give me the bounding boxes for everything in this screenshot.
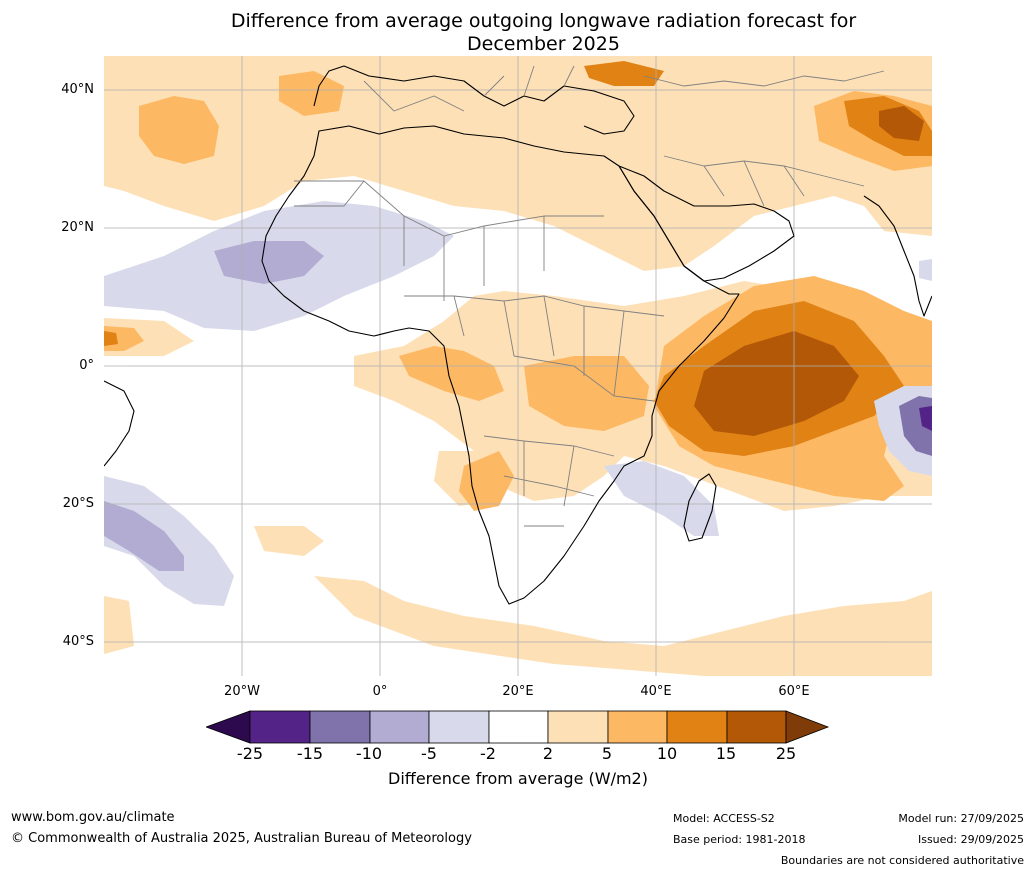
colorbar-tick: -25 <box>236 744 264 763</box>
lon-label-60e: 60°E <box>778 684 810 699</box>
anomaly-region-patch-light-orange <box>254 526 324 556</box>
anomaly-region-south-atlantic-purple <box>104 501 184 571</box>
colorbar-arrow-above <box>785 710 830 744</box>
anomaly-region-mideast-darkest-orange <box>879 106 924 141</box>
colorbar-bin-1 <box>249 710 311 744</box>
colorbar-tick: 5 <box>601 744 613 763</box>
footer-model-run: Model run: 27/09/2025 <box>898 812 1024 825</box>
olr-anomaly-map <box>104 56 932 676</box>
coastline-africa <box>261 125 740 605</box>
graticule <box>104 56 932 676</box>
anomaly-region-sw-light-orange <box>104 596 134 654</box>
anomaly-region-europe-dark-orange <box>584 61 664 86</box>
colorbar-tick: -5 <box>421 744 437 763</box>
colorbar-bin-5 <box>488 710 549 744</box>
map-title-line2: December 2025 <box>467 33 620 55</box>
anomaly-region-southern-africa-medium-orange <box>459 451 514 511</box>
colorbar-bin-6 <box>547 710 609 744</box>
map-svg <box>104 56 932 676</box>
anomaly-field <box>104 56 932 676</box>
country-borders <box>294 65 885 527</box>
lon-label-20e: 20°E <box>502 684 534 699</box>
colorbar-bin-2 <box>309 710 371 744</box>
colorbar-tick: -15 <box>296 744 324 763</box>
anomaly-region-indian-ocean-darkest-orange <box>694 331 859 436</box>
colorbar-bin-9 <box>726 710 787 744</box>
anomaly-region-central-africa-medium-orange <box>524 356 649 431</box>
border-lines-southern-africa <box>483 435 615 527</box>
lon-label-20w: 20°W <box>224 684 260 699</box>
map-title-line1: Difference from average outgoing longwav… <box>230 10 857 32</box>
colorbar-tick: 2 <box>542 744 554 763</box>
footer-website: www.bom.gov.au/climate <box>11 810 175 825</box>
colorbar-bin-4 <box>428 710 490 744</box>
colorbar-tick: 10 <box>656 744 678 763</box>
footer-base-period: Base period: 1981-2018 <box>673 833 806 846</box>
anomaly-region-south-light-orange <box>314 576 932 676</box>
footer-issued: Issued: 29/09/2025 <box>917 833 1024 846</box>
footer-disclaimer: Boundaries are not considered authoritat… <box>780 854 1024 867</box>
coastlines <box>104 65 932 605</box>
border-lines-europe <box>363 65 575 112</box>
colorbar-arrow-below <box>206 710 251 744</box>
anomaly-region-europe-medium-orange <box>279 71 344 116</box>
border-lines-mideast <box>643 70 885 207</box>
colorbar-title: Difference from average (W/m2) <box>388 769 648 788</box>
colorbar-tick: 25 <box>775 744 797 763</box>
anomaly-region-madagascar-light-purple <box>604 461 719 536</box>
lat-label-20n: 20°N <box>61 220 94 235</box>
lat-label-40s: 40°S <box>62 634 94 649</box>
coastline-india <box>863 195 932 317</box>
anomaly-region-atlantic-medium-orange <box>139 96 219 164</box>
anomaly-region-west-edge-dark-orange <box>104 331 118 346</box>
colorbar-bin-7 <box>607 710 668 744</box>
lat-label-20s: 20°S <box>62 496 94 511</box>
lon-label-40e: 40°E <box>640 684 672 699</box>
colorbar-tick: -2 <box>480 744 496 763</box>
border-lines-north-africa <box>294 180 604 301</box>
border-lines-central-africa <box>404 295 665 402</box>
footer-copyright: © Commonwealth of Australia 2025, Austra… <box>11 831 472 846</box>
anomaly-region-west-africa-medium-orange <box>399 346 504 401</box>
colorbar-tick: -10 <box>355 744 383 763</box>
coastline-europe <box>313 65 635 135</box>
coastline-madagascar <box>683 473 717 542</box>
colorbar-bin-8 <box>666 710 728 744</box>
coastline-south-america <box>104 380 135 467</box>
colorbar-tick: 15 <box>715 744 737 763</box>
coastline-arabia <box>618 165 795 282</box>
lat-label-0: 0° <box>79 358 94 373</box>
anomaly-region-east-indian-dark-purple <box>919 406 932 431</box>
anomaly-region-west-edge-medium-orange <box>104 326 144 351</box>
lon-label-0: 0° <box>372 684 388 699</box>
anomaly-region-india-light-purple <box>919 259 932 281</box>
colorbar-bin-3 <box>369 710 430 744</box>
footer-model: Model: ACCESS-S2 <box>673 812 775 825</box>
colorbar <box>206 710 830 744</box>
lat-label-40n: 40°N <box>61 82 94 97</box>
map-title: Difference from average outgoing longwav… <box>0 10 1035 56</box>
